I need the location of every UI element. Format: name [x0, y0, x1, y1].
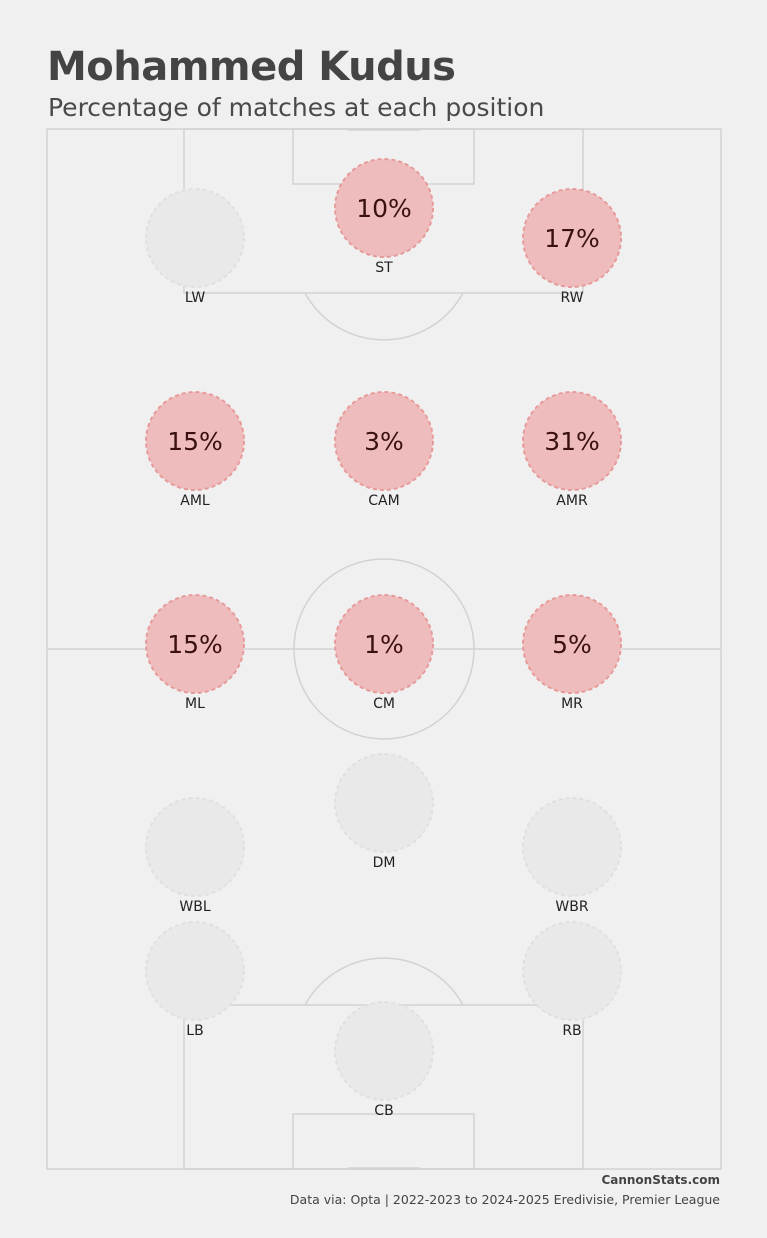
position-value-cm: 1% [364, 630, 404, 659]
center-circle [293, 558, 475, 740]
footer-brand: CannonStats.com [601, 1173, 720, 1187]
position-circle-rb [522, 921, 622, 1021]
position-label-cb: CB [374, 1103, 393, 1119]
position-circle-wbl [145, 797, 245, 897]
position-value-cam: 3% [364, 427, 404, 456]
position-value-aml: 15% [167, 427, 223, 456]
position-circle-st [334, 158, 434, 258]
position-circle-cm [334, 594, 434, 694]
position-label-lw: LW [185, 290, 206, 306]
bottom-penalty-arc [304, 957, 464, 1006]
position-circle-amr [522, 391, 622, 491]
chart-subtitle: Percentage of matches at each position [48, 93, 545, 122]
top-penalty-arc [304, 292, 464, 341]
position-circle-dm [334, 753, 434, 853]
position-value-ml: 15% [167, 630, 223, 659]
position-markers: 10% ST LW 17% RW 15% AML 3% CAM 31% AMR 15% ML 1% CM 5%… [145, 158, 622, 1119]
position-label-cam: CAM [368, 493, 399, 509]
position-label-wbl: WBL [179, 899, 210, 915]
position-circle-cb [334, 1001, 434, 1101]
position-value-st: 10% [356, 194, 412, 223]
bottom-six-yard-box [292, 1113, 475, 1170]
position-value-amr: 31% [544, 427, 600, 456]
position-circle-mr [522, 594, 622, 694]
position-circle-ml [145, 594, 245, 694]
footer-source: Data via: Opta | 2022-2023 to 2024-2025 … [289, 1192, 720, 1207]
position-value-mr: 5% [552, 630, 592, 659]
position-circle-cam [334, 391, 434, 491]
position-label-dm: DM [373, 855, 396, 871]
position-label-amr: AMR [556, 493, 588, 509]
position-label-cm: CM [373, 696, 395, 712]
position-label-ml: ML [185, 696, 205, 712]
position-value-rw: 17% [544, 224, 600, 253]
position-label-st: ST [375, 260, 393, 276]
position-circle-lb [145, 921, 245, 1021]
chart-title: Mohammed Kudus [47, 44, 456, 90]
position-label-mr: MR [561, 696, 583, 712]
position-label-lb: LB [186, 1023, 203, 1039]
position-label-rw: RW [560, 290, 583, 306]
position-label-wbr: WBR [555, 899, 588, 915]
position-circle-lw [145, 188, 245, 288]
position-circle-wbr [522, 797, 622, 897]
position-circle-aml [145, 391, 245, 491]
position-label-aml: AML [180, 493, 210, 509]
position-circle-rw [522, 188, 622, 288]
position-label-rb: RB [562, 1023, 581, 1039]
